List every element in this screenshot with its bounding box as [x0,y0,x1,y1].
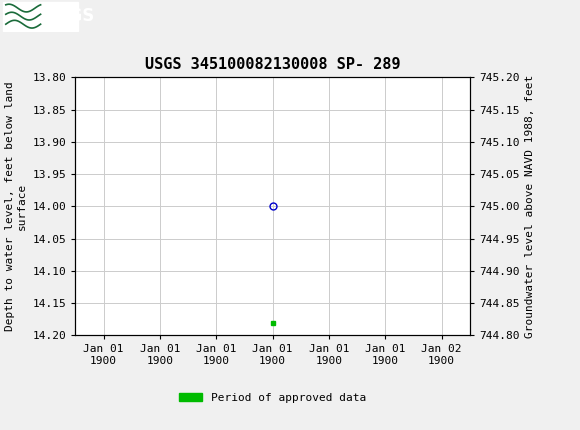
FancyBboxPatch shape [3,2,78,31]
Text: USGS: USGS [44,7,95,25]
Legend: Period of approved data: Period of approved data [175,388,370,407]
Y-axis label: Depth to water level, feet below land
surface: Depth to water level, feet below land su… [5,82,27,331]
Y-axis label: Groundwater level above NAVD 1988, feet: Groundwater level above NAVD 1988, feet [525,75,535,338]
Title: USGS 345100082130008 SP- 289: USGS 345100082130008 SP- 289 [145,57,400,72]
